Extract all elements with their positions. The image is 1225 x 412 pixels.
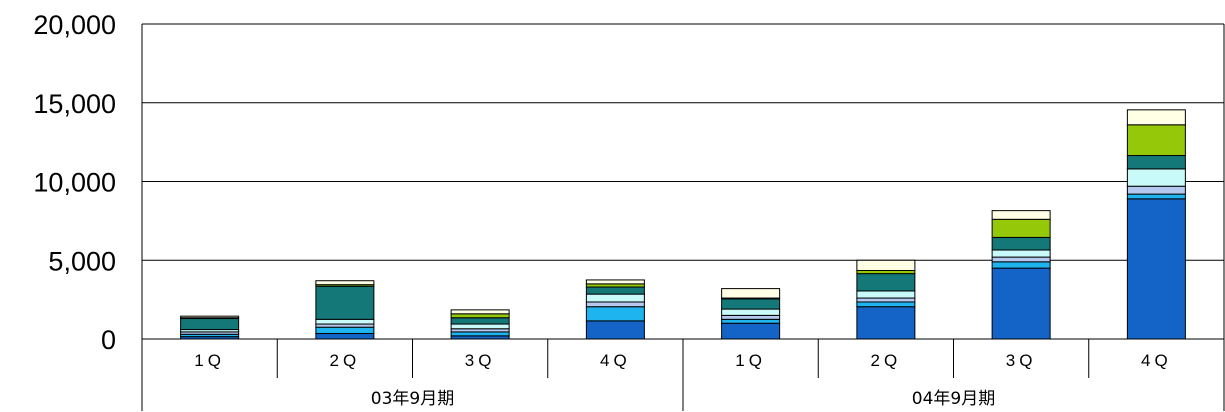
x-tick-label: 4Q (600, 351, 631, 370)
x-tick-label: 1Q (735, 351, 766, 370)
y-tick-label: 15,000 (33, 89, 116, 119)
bar-segment (450, 313, 510, 319)
bar-segment (315, 318, 375, 325)
bar-segment (721, 318, 781, 324)
bar-segment (315, 280, 375, 286)
x-tick-label: 3Q (1006, 351, 1037, 370)
bar-segment (991, 210, 1051, 220)
period-label: 03年9月期 (371, 389, 454, 409)
bar-segment (856, 297, 916, 303)
bar-segment (585, 293, 645, 303)
bar-segment (991, 267, 1051, 340)
bar-segment (721, 314, 781, 320)
bar-segment (450, 317, 510, 325)
bar-segment (856, 301, 916, 308)
bar-segment (585, 306, 645, 322)
bar-segment (315, 326, 375, 334)
bar-segment (856, 259, 916, 271)
bar-segment (1126, 185, 1186, 195)
bar-segment (1126, 155, 1186, 170)
bar-segment (721, 288, 781, 299)
bar-segment (1126, 124, 1186, 157)
bar-segment (721, 322, 781, 340)
bar-segment (1126, 109, 1186, 126)
bar-segment (315, 332, 375, 340)
bar-segment (585, 286, 645, 295)
x-tick-label: 2Q (330, 351, 361, 370)
bar-segment (856, 306, 916, 340)
bar-segment (585, 320, 645, 340)
bar-segment (585, 301, 645, 308)
bar-segment (991, 236, 1051, 251)
x-tick-label: 3Q (465, 351, 496, 370)
y-tick-label: 20,000 (33, 10, 116, 40)
bar-segment (450, 309, 510, 315)
y-tick-label: 10,000 (33, 168, 116, 198)
x-tick-label: 4Q (1141, 351, 1172, 370)
bar-segment (1126, 168, 1186, 187)
bar-segment (856, 273, 916, 292)
bar-segment (450, 331, 510, 337)
bar-segment (315, 285, 375, 320)
bar-segment (450, 323, 510, 330)
x-tick-label: 1Q (194, 351, 225, 370)
y-tick-label: 0 (101, 325, 116, 355)
bar-segment (1126, 193, 1186, 200)
bar-segment (991, 261, 1051, 269)
y-tick-label: 5,000 (48, 246, 116, 276)
bar-segment (180, 318, 240, 331)
bar-segment (856, 290, 916, 299)
period-label: 04年9月期 (912, 389, 995, 409)
bar-segment (180, 315, 240, 319)
bar-segment (991, 249, 1051, 258)
bar-segment (721, 298, 781, 310)
bar-segment (585, 279, 645, 285)
bar-segment (1126, 198, 1186, 340)
bar-segment (991, 218, 1051, 238)
bar-segment (721, 308, 781, 316)
x-tick-label: 2Q (871, 351, 902, 370)
bar-segment (991, 256, 1051, 263)
